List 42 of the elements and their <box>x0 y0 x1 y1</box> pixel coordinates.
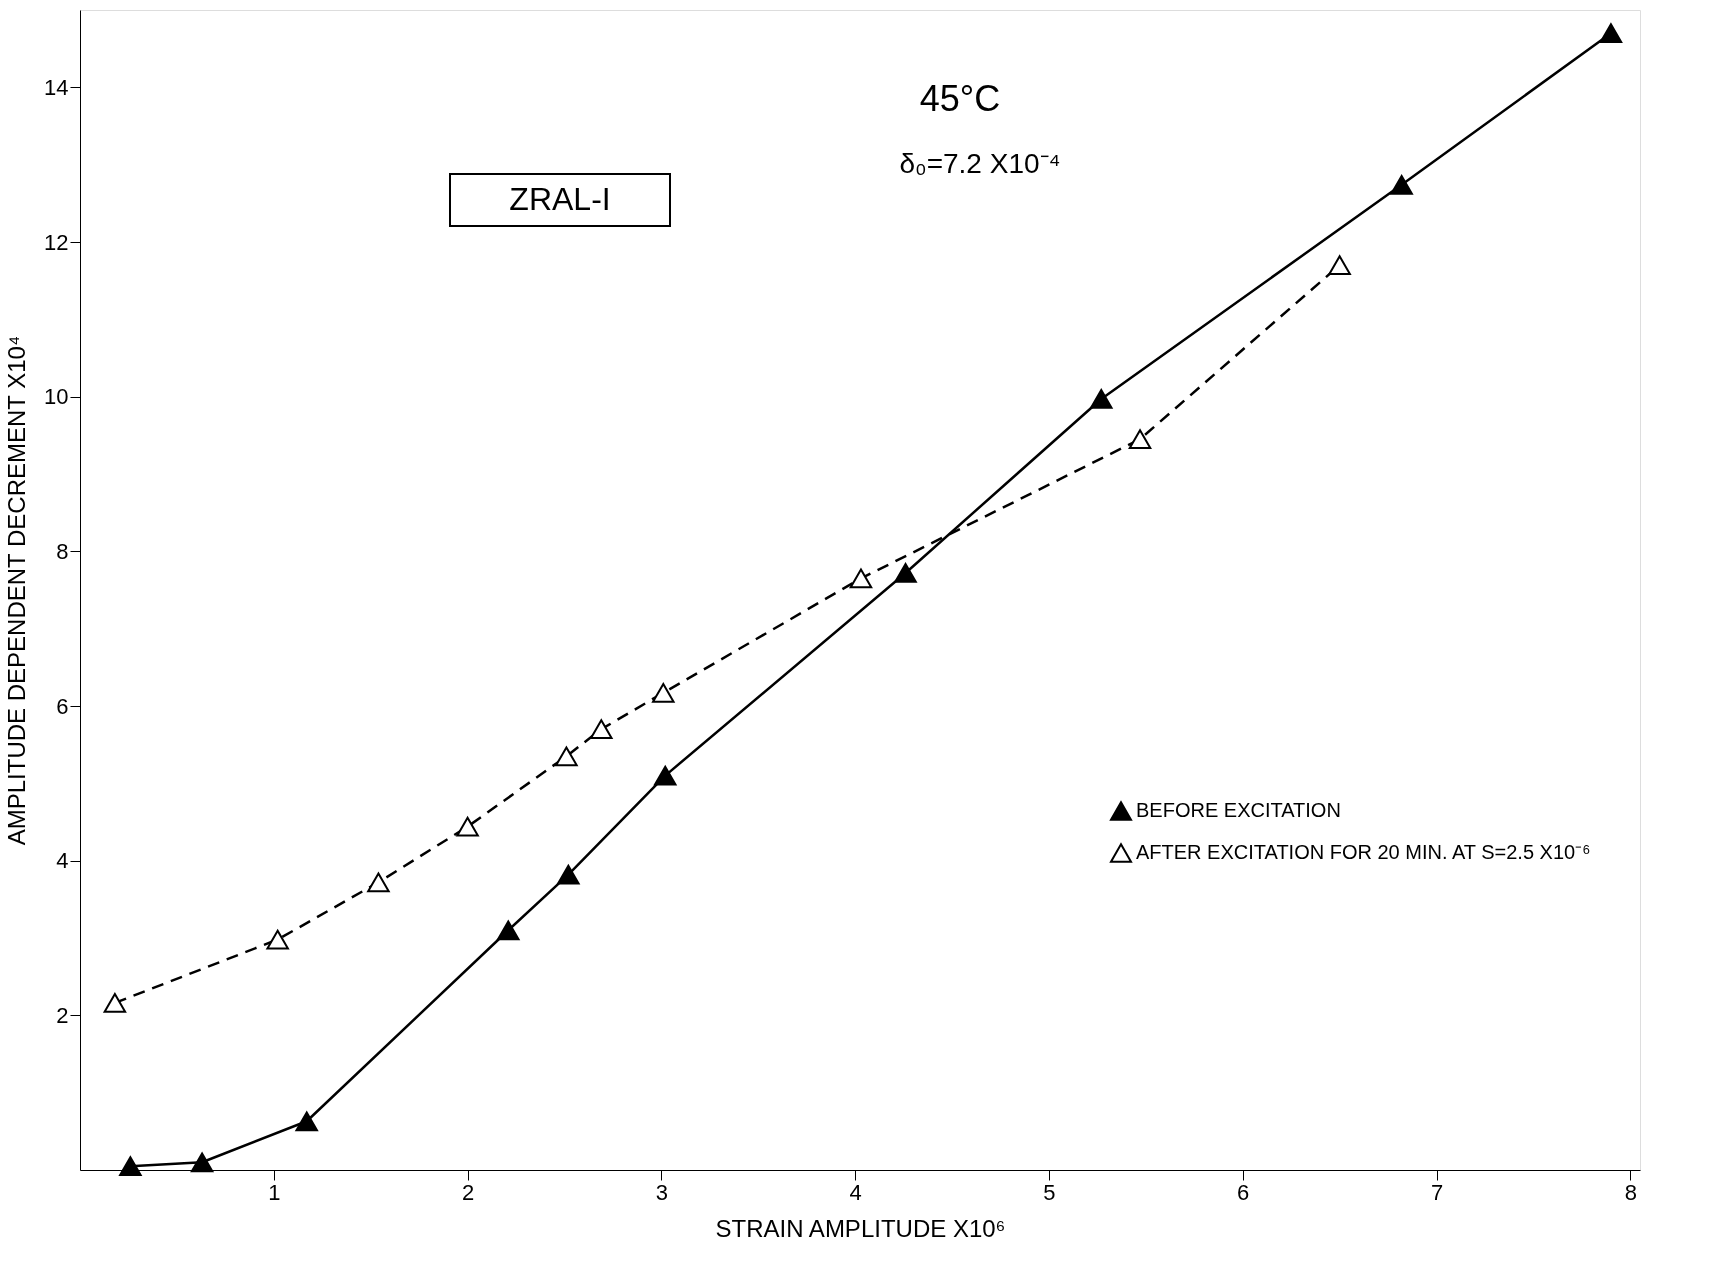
x-tick-label: 8 <box>1624 1179 1637 1205</box>
y-tick-label: 10 <box>44 384 69 410</box>
x-axis-title: STRAIN AMPLITUDE X10⁶ <box>715 1214 1006 1242</box>
point <box>1128 429 1152 450</box>
y-tick-label: 6 <box>56 693 69 719</box>
legend-label: AFTER EXCITATION FOR 20 MIN. AT S=2.5 X10⁻⁶ <box>1136 841 1591 863</box>
point <box>555 746 578 767</box>
annotation: δ₀=7.2 X10⁻⁴ <box>899 148 1061 179</box>
x-tick-label: 7 <box>1430 1179 1444 1205</box>
point <box>119 1156 142 1177</box>
x-tick-label: 3 <box>655 1179 668 1205</box>
point <box>295 1111 318 1132</box>
point <box>266 929 289 950</box>
x-tick-label: 2 <box>461 1179 475 1205</box>
point <box>590 719 613 740</box>
point <box>497 920 520 941</box>
y-tick-label: 8 <box>56 538 69 564</box>
y-axis-title: AMPLITUDE DEPENDENT DECREMENT X10⁴ <box>3 335 31 846</box>
x-tick-label: 4 <box>849 1179 862 1205</box>
point <box>1599 23 1623 44</box>
point <box>652 682 675 703</box>
point <box>849 568 873 589</box>
point <box>367 872 390 893</box>
point <box>1328 255 1351 276</box>
point <box>894 563 917 583</box>
annotation: ZRAL-I <box>509 181 611 217</box>
point <box>1090 389 1113 409</box>
point <box>557 864 580 885</box>
y-tick-label: 2 <box>56 1002 69 1028</box>
y-tick-label: 14 <box>44 74 69 100</box>
legend-label: BEFORE EXCITATION <box>1136 799 1341 821</box>
x-tick-label: 5 <box>1043 1179 1056 1205</box>
x-tick-label: 6 <box>1237 1179 1250 1205</box>
point <box>456 816 479 837</box>
point <box>654 765 677 786</box>
point <box>103 993 127 1013</box>
y-tick-label: 4 <box>56 848 69 874</box>
point <box>190 1152 214 1173</box>
annotation: 45°C <box>919 78 1001 119</box>
y-tick-label: 12 <box>44 229 69 255</box>
x-tick-label: 1 <box>268 1179 281 1205</box>
point <box>1390 174 1413 195</box>
